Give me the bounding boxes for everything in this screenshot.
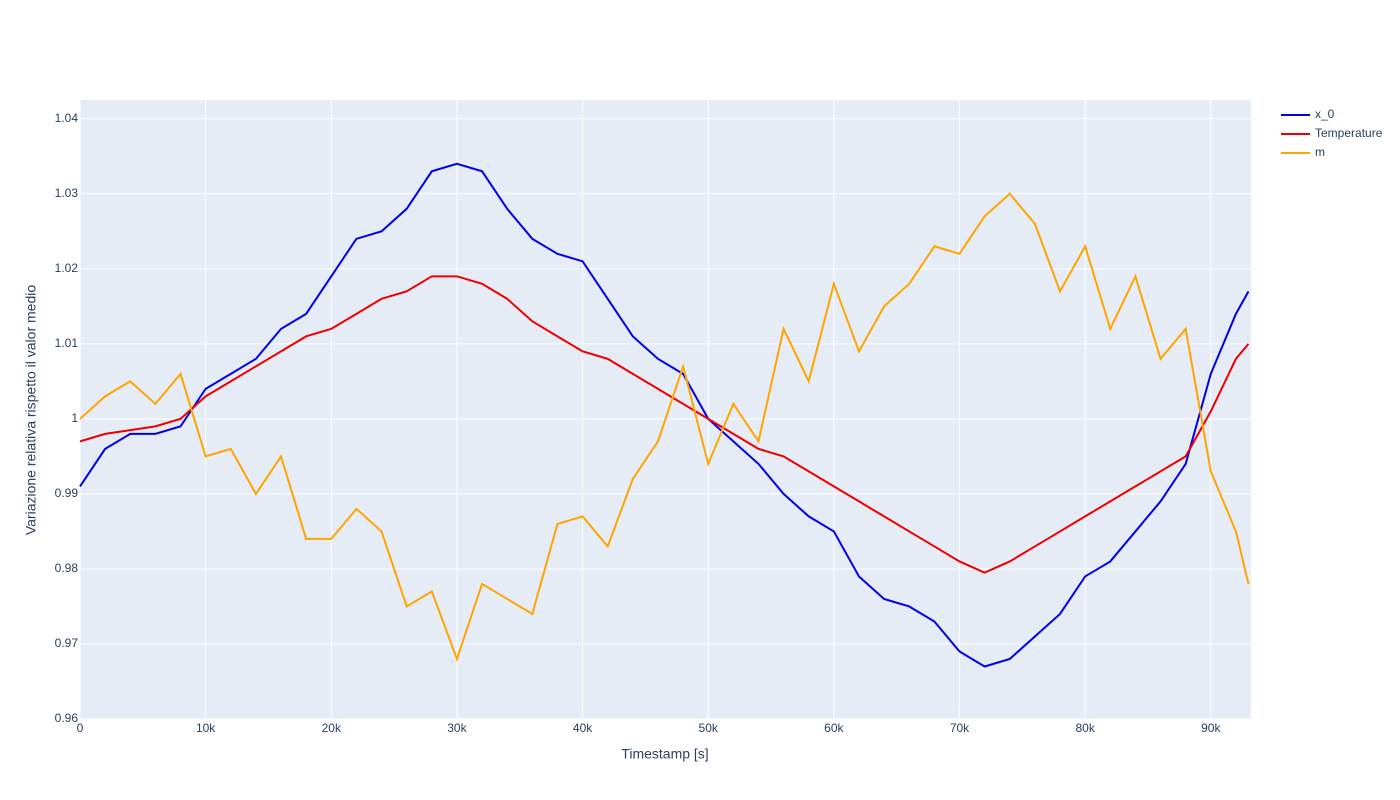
y-tick-label: 0.97 <box>55 636 79 650</box>
x-tick-label: 90k <box>1201 721 1221 735</box>
line-series <box>79 162 1250 668</box>
y-tick-label: 1.03 <box>55 186 79 200</box>
legend-label: x_0 <box>1315 107 1335 121</box>
plot-area <box>80 100 1251 719</box>
y-tick-label: 0.96 <box>55 711 79 725</box>
line-series <box>79 192 1250 662</box>
line-series <box>79 275 1250 574</box>
y-tick-label: 1.01 <box>55 336 79 350</box>
y-tick-label: 1.04 <box>55 111 79 125</box>
legend-label: m <box>1315 145 1325 159</box>
y-tick-label: 0.98 <box>55 561 79 575</box>
x-axis-title: Timestamp [s] <box>621 746 708 762</box>
x-tick-label: 50k <box>699 721 719 735</box>
x-tick-label: 60k <box>824 721 844 735</box>
x-tick-label: 40k <box>573 721 593 735</box>
x-tick-label: 0 <box>77 721 84 735</box>
y-tick-label: 1.02 <box>55 261 79 275</box>
legend-label: Temperature <box>1315 126 1383 140</box>
y-tick-label: 0.99 <box>55 486 79 500</box>
x-tick-label: 10k <box>196 721 216 735</box>
x-tick-label: 30k <box>447 721 467 735</box>
y-axis-title: Variazione relativa rispetto il valor me… <box>23 285 39 536</box>
x-tick-label: 20k <box>322 721 342 735</box>
x-tick-label: 80k <box>1075 721 1095 735</box>
y-tick-label: 1 <box>71 411 78 425</box>
x-tick-label: 70k <box>950 721 970 735</box>
